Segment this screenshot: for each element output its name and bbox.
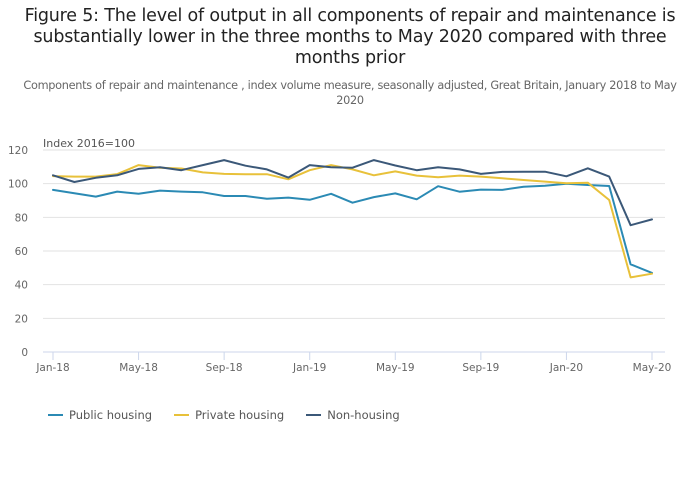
legend-label: Public housing <box>69 408 153 422</box>
chart-title: Figure 5: The level of output in all com… <box>24 6 676 68</box>
x-tick-label: Jan-19 <box>292 362 326 374</box>
legend-item-private-housing[interactable]: Private housing <box>174 408 284 422</box>
x-tick-label: Sep-18 <box>206 362 243 374</box>
legend-item-non-housing[interactable]: Non-housing <box>306 408 400 422</box>
y-tick-label: 60 <box>15 246 28 258</box>
legend-swatch-non-housing <box>306 413 322 417</box>
chart-subtitle: Components of repair and maintenance , i… <box>23 79 677 107</box>
y-tick-label: 40 <box>15 280 28 292</box>
x-tick-label: Sep-19 <box>462 362 499 374</box>
x-tick-label: Jan-18 <box>35 362 69 374</box>
series-line-public-housing[interactable] <box>52 182 653 274</box>
legend-swatch-private-housing <box>174 413 190 417</box>
legend-item-public-housing[interactable]: Public housing <box>48 408 152 422</box>
x-tick-label: May-18 <box>119 362 158 374</box>
y-tick-label: 80 <box>15 212 28 224</box>
y-axis: 0 20 40 60 80 100 120 <box>8 145 28 359</box>
y-tick-label: 120 <box>8 145 28 157</box>
x-tick-label: May-20 <box>633 362 672 374</box>
x-axis: Jan-18 May-18 Sep-18 Jan-19 May-19 Sep-19 Jan-… <box>35 351 672 374</box>
legend: Public housing Private housing Non-housi… <box>48 408 422 422</box>
series-lines <box>52 159 653 279</box>
x-tick-label: May-19 <box>376 362 415 374</box>
series-line-private-housing[interactable] <box>52 164 653 279</box>
y-tick-label: 100 <box>8 179 28 191</box>
series-line-non-housing[interactable] <box>52 159 653 227</box>
legend-label: Non-housing <box>327 408 400 422</box>
x-tick-label: Jan-20 <box>549 362 583 374</box>
y-axis-label: Index 2016=100 <box>43 137 135 150</box>
legend-swatch-public-housing <box>48 413 63 417</box>
y-tick-label: 20 <box>15 313 28 325</box>
legend-label: Private housing <box>195 408 285 422</box>
y-tick-label: 0 <box>21 347 28 359</box>
